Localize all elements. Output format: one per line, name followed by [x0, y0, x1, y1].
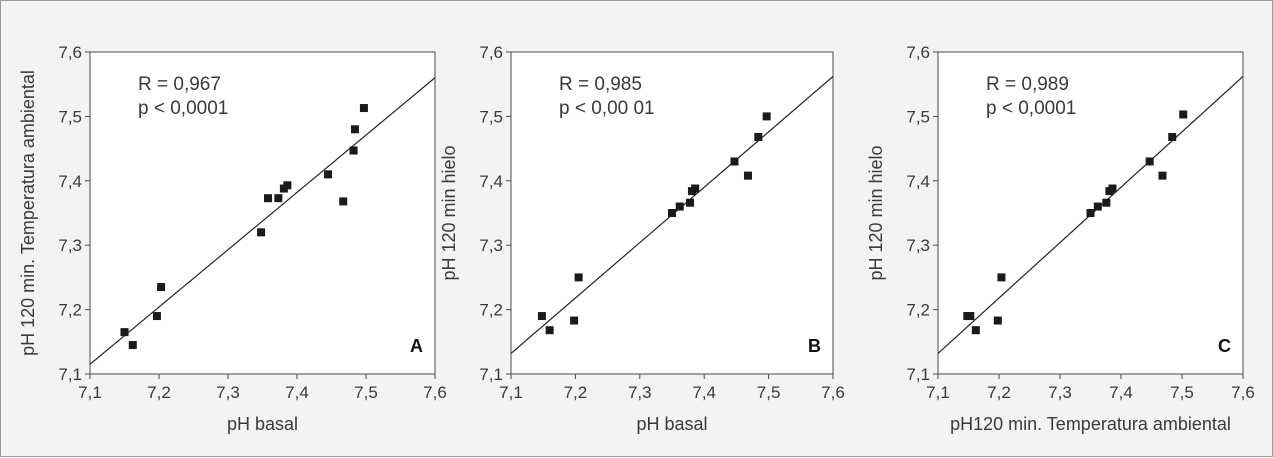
y-tick-label: 7,5 [479, 107, 503, 126]
y-tick-label: 7,2 [479, 301, 503, 320]
y-tick-label: 7,3 [906, 236, 930, 255]
y-axis-label: pH 120 min hielo [439, 145, 459, 280]
data-point [152, 312, 161, 321]
y-tick-label: 7,6 [479, 43, 503, 62]
data-point [1093, 202, 1102, 211]
x-axis-label: pH basal [227, 414, 298, 434]
x-tick-label: 7,2 [987, 383, 1011, 402]
data-point [574, 273, 583, 282]
data-point [349, 146, 358, 155]
x-tick-label: 7,5 [757, 383, 781, 402]
panel-a: 7,1 7,2 7,3 7,4 7,5 7,6 7,1 7,2 7,3 7,4 7,5 7,6 pH b… [18, 43, 447, 434]
x-tick-label: 7,6 [821, 383, 845, 402]
x-axis-label: pH basal [636, 414, 707, 434]
data-point [1108, 184, 1117, 193]
y-tick-label: 7,4 [479, 172, 503, 191]
y-axis-label: pH 120 min hielo [866, 145, 886, 280]
x-tick-label: 7,3 [1048, 383, 1072, 402]
data-point [128, 341, 137, 350]
data-point [675, 202, 684, 211]
x-tick-label: 7,6 [423, 383, 447, 402]
x-tick-label: 7,2 [564, 383, 588, 402]
x-tick-label: 7,2 [147, 383, 171, 402]
y-tick-label: 7,5 [906, 107, 930, 126]
x-tick-label: 7,5 [1170, 383, 1194, 402]
y-tick-label: 7,2 [906, 301, 930, 320]
y-tick-label: 7,5 [58, 107, 82, 126]
plot-area [89, 51, 436, 375]
y-axis-label: pH 120 min. Temperatura ambiental [18, 70, 38, 356]
x-tick-label: 7,4 [692, 383, 716, 402]
data-point [1086, 209, 1095, 217]
data-point [359, 104, 368, 113]
correlation-r: R = 0,989 [986, 74, 1069, 95]
data-point [743, 171, 752, 180]
x-axis-label: pH120 min. Temperatura ambiental [950, 414, 1231, 434]
x-tick-label: 7,3 [216, 383, 240, 402]
data-point [1102, 198, 1111, 207]
y-tick-label: 7,6 [906, 43, 930, 62]
y-tick-label: 7,4 [906, 172, 930, 191]
data-point [157, 283, 166, 292]
y-tick-label: 7,1 [906, 365, 930, 384]
data-point [691, 184, 700, 193]
data-point [997, 273, 1006, 282]
data-point [1158, 171, 1167, 180]
regression-line [90, 77, 435, 365]
data-point [993, 316, 1002, 325]
data-point [966, 312, 975, 321]
y-tick-label: 7,1 [479, 365, 503, 384]
panel-letter: C [1218, 336, 1231, 356]
data-point [570, 316, 579, 325]
data-point [120, 328, 129, 337]
x-tick-label: 7,6 [1231, 383, 1255, 402]
data-point [257, 228, 266, 237]
data-point [1145, 157, 1154, 166]
data-point [668, 209, 676, 217]
correlation-r: R = 0,985 [559, 74, 642, 95]
data-point [730, 157, 739, 166]
x-tick-label: 7,4 [285, 383, 309, 402]
y-tick-label: 7,3 [479, 236, 503, 255]
p-value: p < 0,00 01 [559, 98, 655, 119]
data-point [283, 181, 292, 190]
data-point [264, 194, 273, 203]
data-point [545, 326, 554, 335]
data-point [686, 198, 695, 207]
y-tick-label: 7,1 [58, 365, 82, 384]
x-tick-label: 7,1 [499, 383, 523, 402]
data-point [762, 112, 771, 121]
panel-b: 7,1 7,2 7,3 7,4 7,5 7,6 7,1 7,2 7,3 7,4 7,5 7,6 pH b… [439, 43, 845, 434]
data-point [537, 312, 546, 321]
data-point [350, 125, 359, 134]
x-tick-label: 7,5 [354, 383, 378, 402]
data-point [754, 133, 763, 142]
p-value: p < 0,0001 [138, 98, 228, 119]
panel-letter: A [410, 336, 423, 356]
x-tick-label: 7,4 [1109, 383, 1133, 402]
y-tick-label: 7,4 [58, 172, 82, 191]
correlation-r: R = 0,967 [138, 74, 221, 95]
data-point [339, 197, 348, 206]
data-point [971, 326, 980, 335]
x-tick-label: 7,3 [628, 383, 652, 402]
data-point [1168, 133, 1177, 142]
x-tick-label: 7,1 [926, 383, 950, 402]
x-tick-label: 7,1 [78, 383, 102, 402]
panel-c: 7,1 7,2 7,3 7,4 7,5 7,67,17,27,37,47,57,6pH12… [866, 43, 1255, 434]
y-tick-label: 7,3 [58, 236, 82, 255]
data-point [1179, 110, 1188, 119]
data-point [274, 194, 283, 203]
y-tick-label: 7,2 [58, 301, 82, 320]
p-value: p < 0,0001 [986, 98, 1076, 119]
data-point [324, 170, 333, 179]
y-tick-label: 7,6 [58, 43, 82, 62]
panel-letter: B [808, 336, 821, 356]
